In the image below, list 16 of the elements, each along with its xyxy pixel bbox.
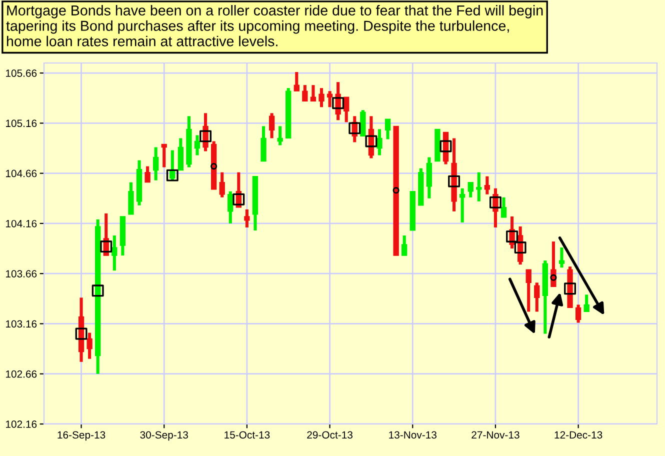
x-tick-label: 27-Nov-13 bbox=[472, 431, 520, 439]
y-tick-label: 104.16 bbox=[6, 220, 37, 228]
y-tick-label: 104.66 bbox=[6, 170, 37, 178]
y-tick-label: 105.66 bbox=[6, 70, 37, 77]
y-tick-label: 102.66 bbox=[6, 370, 37, 378]
x-tick-label: 12-Dec-13 bbox=[554, 431, 602, 439]
x-tick-label: 30-Sep-13 bbox=[140, 431, 188, 441]
x-tick-label: 13-Nov-13 bbox=[389, 431, 436, 439]
y-tick-label: 102.16 bbox=[6, 420, 37, 428]
x-tick-label: 15-Oct-13 bbox=[224, 431, 270, 439]
y-tick-label: 103.16 bbox=[6, 320, 37, 328]
x-tick-label: 29-Oct-13 bbox=[307, 431, 352, 439]
x-tick-label: 16-Sep-13 bbox=[58, 431, 106, 441]
y-tick-label: 105.16 bbox=[6, 120, 37, 128]
chart-title: Mortgage Bonds have been on a roller coaster ride due to fear that the Fed will begin tapering its Bond purchases after its upcoming meeting. Despite the turbulence, home loan rates remain at attractive levels. bbox=[6, 5, 543, 46]
y-tick-label: 103.66 bbox=[6, 270, 37, 278]
